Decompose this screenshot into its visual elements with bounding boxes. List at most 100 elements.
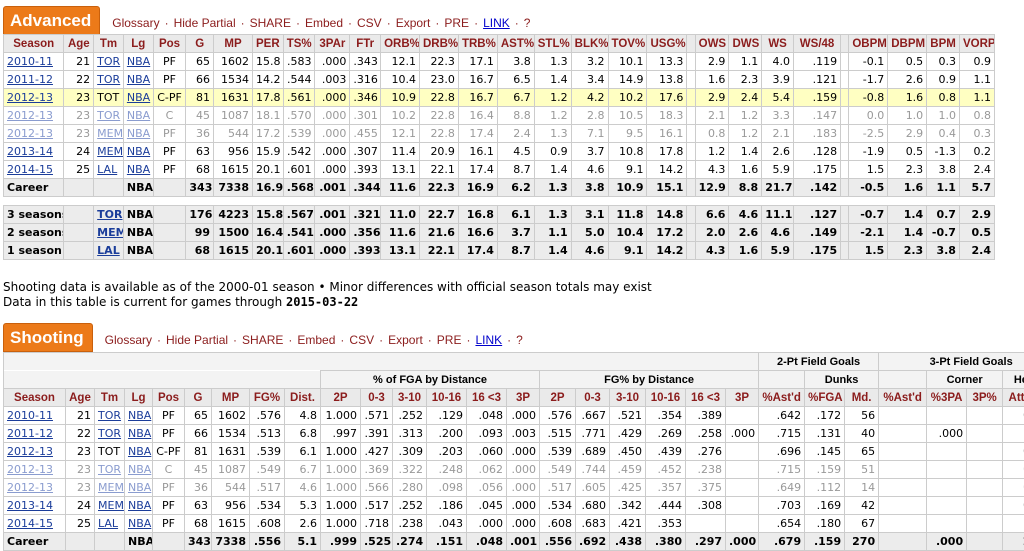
table-cell[interactable]: MEM: [93, 124, 124, 143]
table-cell[interactable]: 2012-13: [3, 442, 66, 461]
column-header[interactable]: 3-10: [609, 388, 646, 407]
shooting-tool-export[interactable]: Export: [388, 333, 423, 347]
column-header[interactable]: DBPM: [887, 34, 928, 53]
column-header[interactable]: PER: [251, 34, 284, 53]
column-header[interactable]: Season: [2, 34, 65, 53]
advanced-tool-share[interactable]: SHARE: [249, 16, 291, 30]
table-cell[interactable]: LAL: [93, 241, 124, 260]
cell-link[interactable]: NBA: [128, 427, 152, 440]
column-header[interactable]: 3P%: [966, 388, 1004, 407]
cell-link[interactable]: TOR: [97, 55, 121, 68]
column-header[interactable]: STL%: [533, 34, 572, 53]
column-header[interactable]: OBPM: [848, 34, 889, 53]
table-cell[interactable]: NBA: [122, 160, 154, 179]
cell-link[interactable]: TOR: [97, 73, 121, 86]
cell-link[interactable]: 2010-11: [7, 55, 53, 68]
cell-link[interactable]: NBA: [126, 73, 151, 86]
cell-link[interactable]: 2014-15: [7, 163, 53, 176]
column-header[interactable]: 3-10: [392, 388, 427, 407]
cell-link[interactable]: 2012-13: [7, 127, 53, 140]
column-header[interactable]: 10-16: [645, 388, 686, 407]
cell-link[interactable]: 2012-13: [7, 109, 53, 122]
advanced-tool-hide-partial[interactable]: Hide Partial: [173, 16, 236, 30]
column-header[interactable]: AST%: [496, 34, 535, 53]
cell-link[interactable]: MEM: [97, 145, 124, 158]
column-header[interactable]: DWS: [728, 34, 763, 53]
cell-link[interactable]: NBA: [126, 145, 151, 158]
shooting-tool-hide-partial[interactable]: Hide Partial: [166, 333, 229, 347]
shooting-tool-pre[interactable]: PRE: [436, 333, 462, 347]
column-header[interactable]: Pos: [152, 34, 187, 53]
column-header[interactable]: OWS: [694, 34, 730, 53]
column-header[interactable]: 16 <3: [685, 388, 726, 407]
table-cell[interactable]: NBA: [124, 514, 153, 533]
advanced-tool-embed[interactable]: Embed: [304, 16, 343, 30]
shooting-tool-link[interactable]: LINK: [475, 333, 503, 347]
table-cell[interactable]: TOR: [93, 70, 124, 89]
column-header[interactable]: Pos: [152, 388, 185, 407]
column-header[interactable]: 0-3: [575, 388, 610, 407]
table-cell[interactable]: NBA: [122, 124, 154, 143]
cell-link[interactable]: NBA: [126, 91, 151, 104]
cell-link[interactable]: TOR: [98, 427, 122, 440]
table-cell[interactable]: 2010-11: [2, 52, 65, 71]
column-header[interactable]: DRB%: [419, 34, 459, 53]
column-header[interactable]: TOV%: [607, 34, 648, 53]
cell-link[interactable]: NBA: [128, 445, 152, 458]
table-cell[interactable]: NBA: [122, 88, 154, 107]
cell-link[interactable]: 2011-12: [7, 73, 53, 86]
column-header[interactable]: 0-3: [360, 388, 393, 407]
shooting-tool-share[interactable]: SHARE: [242, 333, 284, 347]
column-header[interactable]: MP: [211, 388, 250, 407]
table-cell[interactable]: TOR: [94, 424, 125, 443]
column-header[interactable]: BLK%: [570, 34, 609, 53]
column-header[interactable]: MP: [213, 34, 253, 53]
shooting-tool-embed[interactable]: Embed: [297, 333, 336, 347]
cell-link[interactable]: NBA: [128, 517, 152, 530]
table-cell[interactable]: TOR: [93, 106, 124, 125]
column-header[interactable]: ORB%: [380, 34, 420, 53]
table-cell[interactable]: 2014-15: [3, 514, 66, 533]
advanced-tool-link[interactable]: LINK: [483, 16, 510, 30]
advanced-tool-csv[interactable]: CSV: [357, 16, 382, 30]
column-header[interactable]: Tm: [93, 34, 124, 53]
table-cell[interactable]: 2012-13: [2, 124, 65, 143]
table-cell[interactable]: NBA: [124, 460, 153, 479]
column-header[interactable]: 3P: [506, 388, 540, 407]
column-header[interactable]: %3PA: [926, 388, 968, 407]
cell-link[interactable]: TOR: [98, 463, 122, 476]
table-cell[interactable]: TOR: [93, 205, 124, 224]
shooting-tool-csv[interactable]: CSV: [349, 333, 375, 347]
column-header[interactable]: G: [185, 34, 215, 53]
table-cell[interactable]: NBA: [122, 106, 154, 125]
cell-link[interactable]: LAL: [97, 163, 118, 176]
column-header[interactable]: FTr: [349, 34, 382, 53]
column-header[interactable]: 3PAr: [314, 34, 351, 53]
column-header[interactable]: %FGA: [804, 388, 846, 407]
cell-link[interactable]: 2010-11: [7, 409, 53, 422]
column-header[interactable]: Att.: [1002, 388, 1024, 407]
table-cell[interactable]: 2013-14: [2, 142, 65, 161]
table-cell[interactable]: TOR: [93, 52, 124, 71]
column-header[interactable]: Lg: [124, 388, 153, 407]
table-cell[interactable]: 2013-14: [3, 496, 66, 515]
column-header[interactable]: Lg: [122, 34, 154, 53]
cell-link[interactable]: TOR: [97, 109, 121, 122]
column-header[interactable]: Md.: [844, 388, 880, 407]
cell-link[interactable]: NBA: [126, 55, 151, 68]
cell-link[interactable]: MEM: [98, 481, 124, 494]
column-header[interactable]: TS%: [282, 34, 316, 53]
cell-link[interactable]: LAL: [97, 244, 120, 257]
table-cell[interactable]: TOR: [94, 460, 125, 479]
cell-link[interactable]: 2011-12: [7, 427, 53, 440]
column-header[interactable]: Tm: [94, 388, 125, 407]
table-cell[interactable]: 2010-11: [3, 406, 66, 425]
cell-link[interactable]: NBA: [128, 499, 152, 512]
cell-link[interactable]: 2012-13: [7, 481, 53, 494]
cell-link[interactable]: 2012-13: [7, 91, 53, 104]
table-cell[interactable]: MEM: [94, 496, 125, 515]
table-cell[interactable]: 2012-13: [2, 88, 65, 107]
cell-link[interactable]: NBA: [126, 109, 151, 122]
cell-link[interactable]: 2013-14: [7, 145, 53, 158]
table-cell[interactable]: 2014-15: [2, 160, 65, 179]
